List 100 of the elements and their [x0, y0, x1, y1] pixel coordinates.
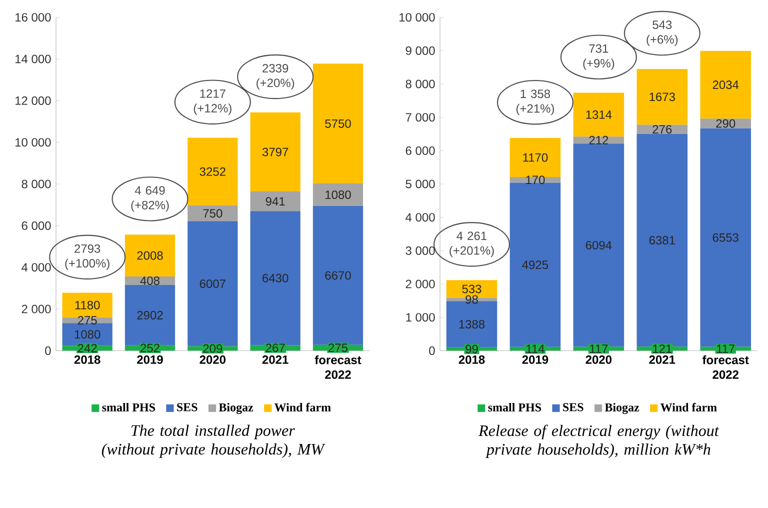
data-label: 275 — [78, 316, 97, 325]
y-tick-label: 12 000 — [16, 96, 51, 105]
legend-label: Biogaz — [218, 403, 254, 414]
data-label: 252 — [140, 344, 160, 352]
x-tick-label: forecast 2022 — [314, 355, 362, 379]
y-tick-label: 0 — [429, 346, 435, 355]
data-label: 242 — [78, 344, 97, 352]
data-label: 6553 — [712, 233, 738, 242]
bar — [250, 211, 300, 346]
bar — [636, 68, 688, 125]
data-label: 1180 — [75, 300, 100, 310]
data-label: 1673 — [650, 92, 675, 102]
data-label: 117 — [716, 344, 735, 353]
data-label: 275 — [328, 344, 348, 352]
data-label: 1080 — [74, 330, 100, 339]
y-tick-label: 10 000 — [16, 138, 51, 147]
x-tick-label: 2021 — [649, 355, 676, 364]
legend-label: SES — [563, 403, 584, 412]
annotation: 4 261 (+201%) — [450, 232, 494, 258]
data-label: 941 — [266, 197, 285, 206]
legend-label: Wind farm — [274, 402, 331, 412]
y-tick-label: 6 000 — [406, 146, 435, 155]
bar — [636, 124, 688, 134]
bar — [573, 92, 624, 137]
x-tick-label: 2018 — [458, 355, 485, 364]
data-label: 1388 — [459, 320, 485, 328]
annotation: 1 358 (+21%) — [516, 90, 554, 116]
data-label: 2902 — [137, 310, 163, 320]
y-tick-label: 3 000 — [406, 246, 435, 255]
y-tick-label: 2 000 — [22, 304, 51, 314]
annotation: 2793 (+100%) — [65, 244, 110, 270]
bar — [312, 206, 364, 345]
annotation: 1217 (+12%) — [194, 89, 232, 115]
legend-label: small PHS — [102, 403, 156, 412]
data-label: 2008 — [137, 251, 163, 260]
annotation: 2339 (+20%) — [256, 64, 294, 90]
x-tick-label: 2021 — [262, 355, 288, 364]
text: Release of electrical energy (without private households), million kW*h — [478, 424, 720, 458]
y-tick-label: 1 000 — [406, 313, 435, 322]
y-tick-label: 14 000 — [16, 54, 51, 64]
bar — [62, 292, 112, 318]
bar — [188, 138, 238, 206]
data-label: 209 — [203, 344, 222, 353]
y-tick-label: 0 — [45, 346, 51, 355]
data-label: 6007 — [200, 279, 226, 288]
x-tick-label: forecast 2022 — [702, 355, 749, 379]
data-label: 6430 — [262, 274, 288, 282]
data-label: 290 — [716, 119, 736, 128]
y-tick-label: 9 000 — [406, 46, 435, 55]
bar — [510, 138, 561, 178]
x-tick-label: 2019 — [522, 355, 548, 364]
y-tick-label: 16 000 — [16, 13, 51, 22]
y-tick-label: 2 000 — [406, 280, 435, 288]
data-label: 6381 — [649, 236, 675, 245]
y-tick-label: 6 000 — [22, 221, 51, 230]
y-tick-label: 10 000 — [400, 13, 435, 22]
text: The total installed power (without private households), MW — [102, 424, 326, 458]
data-label: 117 — [590, 344, 608, 353]
data-label: 121 — [653, 344, 672, 353]
legend-label: Biogaz — [604, 403, 640, 414]
x-tick-label: 2020 — [200, 355, 226, 364]
data-label: 99 — [466, 344, 478, 354]
bar — [188, 206, 238, 222]
data-label: 3252 — [200, 167, 226, 176]
data-label: 6670 — [325, 271, 351, 280]
data-label: 114 — [526, 344, 544, 353]
bar — [573, 136, 624, 144]
annotation: 543 (+6%) — [646, 20, 678, 46]
data-label: 267 — [266, 344, 285, 352]
data-label: 1314 — [586, 110, 612, 119]
data-label: 276 — [652, 125, 672, 134]
x-tick-label: 2018 — [74, 355, 100, 364]
data-label: 4925 — [522, 260, 548, 270]
y-tick-label: 7 000 — [406, 113, 435, 122]
bar — [700, 118, 751, 128]
data-label: 1170 — [523, 153, 548, 162]
x-tick-label: 2020 — [586, 355, 612, 364]
bar — [700, 50, 751, 119]
data-label: 1080 — [326, 190, 351, 199]
x-tick-label: 2019 — [137, 355, 163, 364]
bar — [312, 64, 364, 184]
y-tick-label: 4 000 — [406, 213, 435, 222]
data-label: 408 — [140, 276, 160, 285]
data-label: 170 — [526, 176, 545, 184]
y-tick-label: 4 000 — [22, 263, 51, 272]
data-label: 6094 — [586, 240, 612, 250]
legend-label: Wind farm — [660, 402, 717, 412]
data-label: 5750 — [325, 119, 351, 128]
bar — [124, 234, 176, 276]
y-tick-label: 8 000 — [22, 180, 51, 188]
annotation: 4 649 (+82%) — [131, 186, 169, 212]
data-label: 750 — [203, 209, 222, 218]
data-label: 533 — [462, 284, 482, 294]
y-tick-label: 5 000 — [406, 180, 435, 188]
data-label: 212 — [589, 136, 608, 144]
legend-label: small PHS — [488, 403, 542, 412]
legend-label: SES — [177, 403, 198, 412]
bar — [250, 112, 300, 192]
y-tick-label: 8 000 — [406, 80, 435, 88]
data-label: 2034 — [712, 80, 739, 90]
